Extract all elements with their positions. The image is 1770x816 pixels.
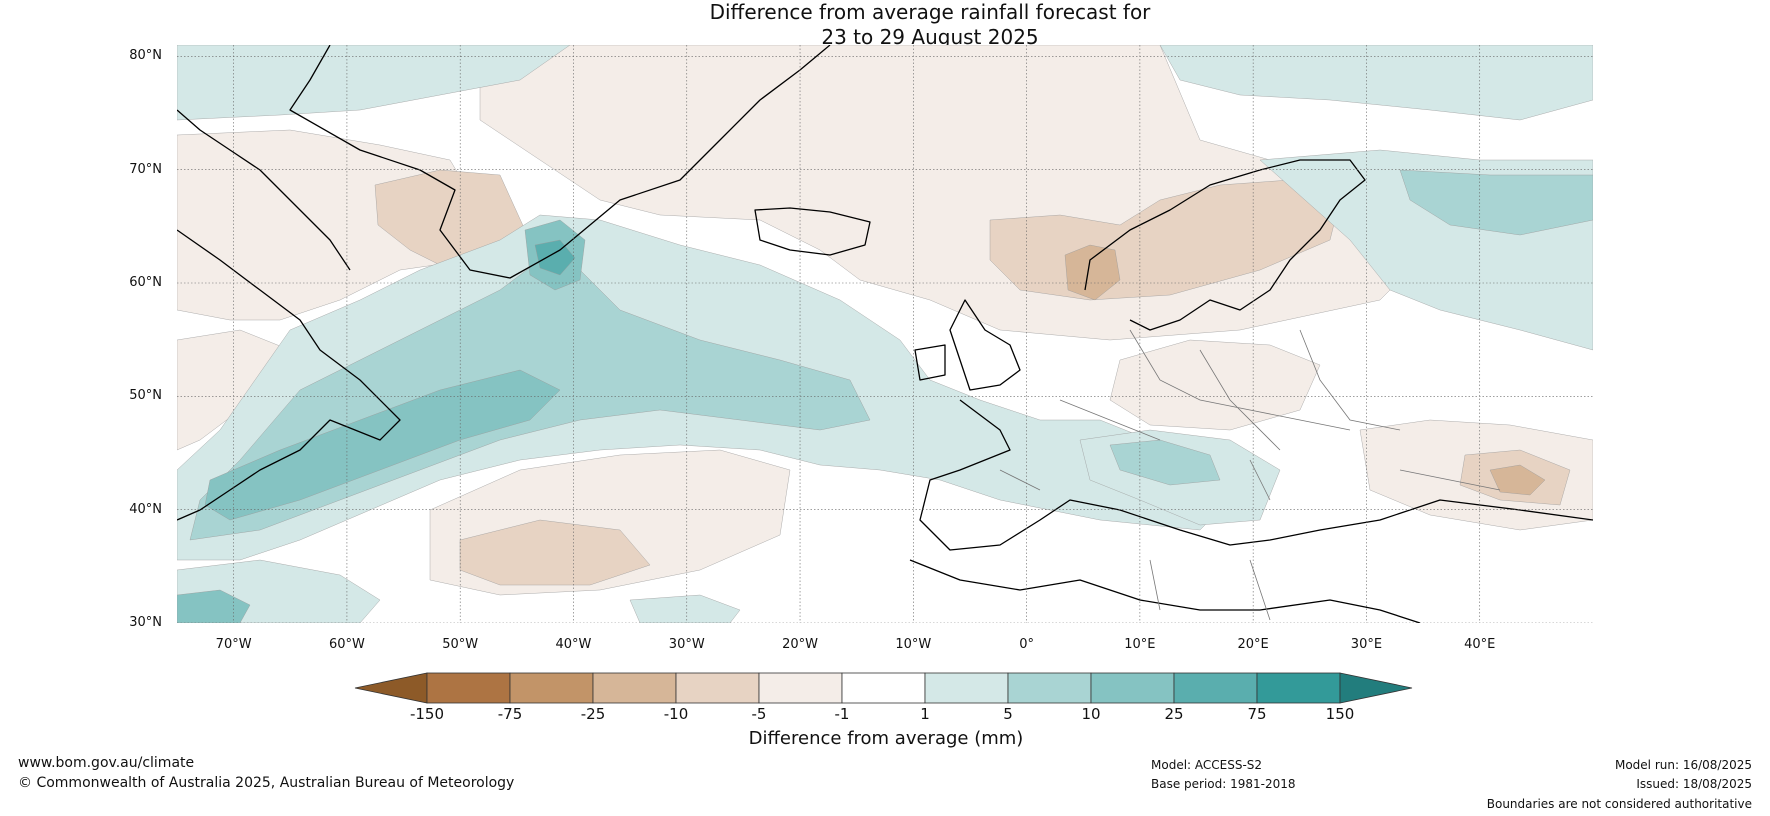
longitude-label: 50°W [442, 637, 479, 652]
legend-colorbar [354, 672, 1413, 704]
legend-swatch [758, 672, 843, 704]
legend-tick-label: -5 [751, 705, 767, 723]
footer-copyright: © Commonwealth of Australia 2025, Austra… [18, 775, 515, 791]
legend-tick-label: 10 [1081, 705, 1101, 723]
dry-area-mid-atlantic-core [459, 519, 651, 586]
footer-model-run: Model run: 16/08/2025 [1614, 758, 1752, 772]
latitude-label: 80°N [129, 48, 162, 64]
longitude-label: 20°W [782, 637, 818, 652]
country-borders [999, 329, 1501, 621]
legend-swatch [1173, 672, 1258, 704]
longitude-label: 30°W [668, 637, 705, 652]
longitude-label: 40°E [1464, 637, 1496, 652]
legend-tick-label: 5 [1003, 705, 1013, 723]
scandinavia-coast [1084, 159, 1366, 331]
labrador-coast [177, 229, 401, 521]
longitude-label: 10°W [895, 637, 932, 652]
longitude-label: 70°W [215, 637, 252, 652]
rainfall-anomaly-shading [177, 45, 1593, 623]
wet-area-russia-core [1399, 169, 1593, 236]
footer-disclaimer: Boundaries are not considered authoritat… [1486, 797, 1752, 811]
coastlines [177, 45, 1593, 623]
wet-area-greenland-tip-core [534, 239, 576, 276]
legend-swatch [509, 672, 594, 704]
longitude-label: 20°E [1237, 637, 1269, 652]
africa-coast [909, 559, 1421, 623]
legend-swatch [592, 672, 677, 704]
longitude-label: 30°E [1350, 637, 1383, 652]
footer-model: Model: ACCESS-S2 [1151, 758, 1263, 772]
legend-tick-label: -25 [580, 705, 606, 723]
dry-area-caucasus-peak [1489, 464, 1546, 496]
footer-base-period: Base period: 1981-2018 [1151, 777, 1296, 791]
longitude-label: 0° [1019, 637, 1034, 652]
dry-area-norway-core [1064, 244, 1121, 301]
latitude-label: 70°N [129, 161, 162, 177]
footer-url: www.bom.gov.au/climate [18, 755, 195, 771]
wet-area-south-central [629, 594, 741, 623]
border-lines [999, 329, 1501, 621]
iceland-coast [754, 207, 871, 256]
wet-area-greenland-northwest [177, 45, 571, 121]
map-area [177, 45, 1593, 623]
latitude-label: 60°N [129, 275, 162, 290]
british-isles-coast [914, 299, 1021, 391]
wet-area-arctic-north [1159, 45, 1593, 121]
map-title: Difference from average rainfall forecas… [0, 0, 1770, 50]
legend-swatch [1007, 672, 1092, 704]
europe-coast [919, 399, 1593, 551]
legend-tick-label: -75 [497, 705, 523, 723]
legend-extend-low [354, 672, 428, 704]
legend-tick-label: -150 [409, 705, 445, 723]
title-line-1: Difference from average rainfall forecas… [709, 0, 1151, 24]
graticule [177, 45, 1593, 623]
longitude-label: 40°W [555, 637, 592, 652]
legend-swatch [675, 672, 760, 704]
wet-area-southwest-core [177, 589, 251, 623]
legend-title: Difference from average (mm) [748, 728, 1024, 749]
wet-area-newfoundland-core [204, 369, 561, 521]
legend-tick-label: 150 [1325, 705, 1355, 723]
legend-tick-label: 25 [1164, 705, 1184, 723]
legend-swatch [841, 672, 926, 704]
legend-tick-label: 75 [1247, 705, 1267, 723]
legend-tick-label: -10 [663, 705, 689, 723]
legend-swatch [1090, 672, 1175, 704]
legend-swatch [1256, 672, 1341, 704]
dry-area-central-europe [1109, 339, 1321, 431]
legend-swatch [924, 672, 1009, 704]
greenland-coast [289, 45, 831, 279]
legend-swatch [426, 672, 511, 704]
legend-tick-label: 1 [920, 705, 930, 723]
longitude-label: 10°E [1124, 637, 1156, 652]
latitude-label: 40°N [129, 501, 162, 517]
longitude-label: 60°W [328, 637, 365, 652]
legend-extend-high [1339, 672, 1413, 704]
latitude-label: 30°N [129, 615, 162, 630]
latitude-label: 50°N [129, 388, 162, 404]
footer-issued: Issued: 18/08/2025 [1636, 777, 1752, 791]
baffin-coast [177, 109, 351, 271]
legend-tick-label: -1 [834, 705, 850, 723]
